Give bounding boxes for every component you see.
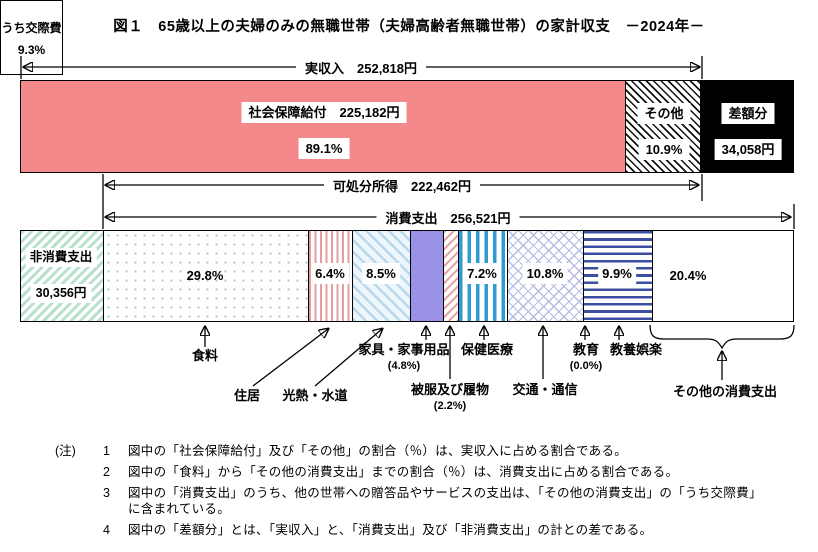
note-row-2: 2 図中の「食料」から「その他の消費支出」までの割合（％）は、消費支出に占める割…	[55, 465, 795, 481]
housing-callout-label: 住居	[233, 388, 261, 403]
note-number: 4	[103, 523, 110, 537]
other-income-label: その他	[637, 103, 691, 124]
non-consumption-label: 非消費支出	[25, 248, 97, 267]
actual-income-label: 実収入 252,818円	[296, 60, 426, 77]
other-consumption-percent: 20.4%	[669, 268, 707, 283]
deficit-value: 34,058円	[714, 139, 782, 160]
social-security-label: 社会保障給付 225,182円	[241, 102, 407, 123]
note-text: 図中の「社会保障給付」及び「その他」の割合（％）は、実収入に占める割合である。	[128, 444, 628, 458]
note-row-3: 3 図中の「消費支出」のうち、他の世帯への贈答品やサービスの支出は、「その他の消…	[55, 486, 795, 517]
social-expenses-percent: 9.3%	[17, 42, 46, 57]
medical-percent: 7.2%	[463, 263, 501, 284]
clothing-callout-percent: (2.2%)	[433, 400, 467, 412]
utilities-callout-label: 光熱・水道	[282, 388, 348, 403]
housing-callout-arrow	[252, 329, 328, 387]
education-callout-percent: (0.0%)	[569, 360, 603, 372]
utilities-percent: 8.5%	[362, 263, 400, 284]
medical-callout-label: 保健医療	[460, 342, 514, 357]
food-callout-label: 食料	[191, 348, 219, 363]
furniture-callout-label: 家具・家事用品	[358, 342, 450, 357]
other-consumption-brace	[649, 324, 795, 350]
note-text: 図中の「差額分」とは、「実収入」と、「消費支出」及び「非消費支出」の計との差であ…	[128, 523, 653, 537]
note-number: 3	[103, 486, 110, 501]
social-security-percent: 89.1%	[298, 138, 350, 159]
segment-transport	[508, 231, 584, 321]
note-number: 2	[103, 465, 110, 480]
transport-callout-label: 交通・通信	[512, 382, 578, 397]
segment-other-consumption	[653, 231, 793, 321]
consumption-label: 消費支出 256,521円	[376, 210, 520, 227]
segment-food	[104, 231, 309, 321]
utilities-callout-arrow	[314, 329, 382, 387]
other-consumption-callout-label: その他の消費支出	[672, 384, 778, 399]
notes-marker: (注)	[55, 444, 76, 458]
deficit-label: 差額分	[721, 103, 775, 124]
transport-percent: 10.8%	[522, 263, 568, 284]
segment-clothing	[444, 231, 459, 321]
note-number: 1	[103, 444, 110, 458]
non-consumption-value: 30,356円	[30, 284, 92, 303]
education-callout-label: 教育	[572, 342, 600, 357]
social-expenses-label: うち交際費	[1, 20, 62, 35]
housing-percent: 6.4%	[311, 263, 349, 284]
segment-non-consumption	[21, 231, 104, 321]
note-row-4: 4 図中の「差額分」とは、「実収入」と、「消費支出」及び「非消費支出」の計との差…	[55, 523, 795, 539]
notes: (注) 1 図中の「社会保障給付」及び「その他」の割合（％）は、実収入に占める割…	[55, 444, 795, 544]
segment-furniture	[411, 231, 444, 321]
clothing-callout-label: 被服及び履物	[410, 382, 490, 397]
chart-title: 図１ 65歳以上の夫婦のみの無職世帯（夫婦高齢者無職世帯）の家計収支 －2024…	[113, 19, 705, 35]
other-income-percent: 10.9%	[638, 139, 690, 160]
food-percent: 29.8%	[186, 268, 224, 283]
recreation-percent: 9.9%	[598, 263, 636, 284]
note-row-1: (注) 1 図中の「社会保障給付」及び「その他」の割合（％）は、実収入に占める割…	[55, 444, 795, 460]
furniture-callout-percent: (4.8%)	[387, 360, 421, 372]
recreation-callout-label: 教養娯楽	[609, 342, 663, 357]
note-text: 図中の「消費支出」のうち、他の世帯への贈答品やサービスの支出は、「その他の消費支…	[128, 486, 762, 516]
disposable-income-label: 可処分所得 222,462円	[324, 178, 480, 195]
note-text: 図中の「食料」から「その他の消費支出」までの割合（％）は、消費支出に占める割合で…	[128, 465, 679, 480]
